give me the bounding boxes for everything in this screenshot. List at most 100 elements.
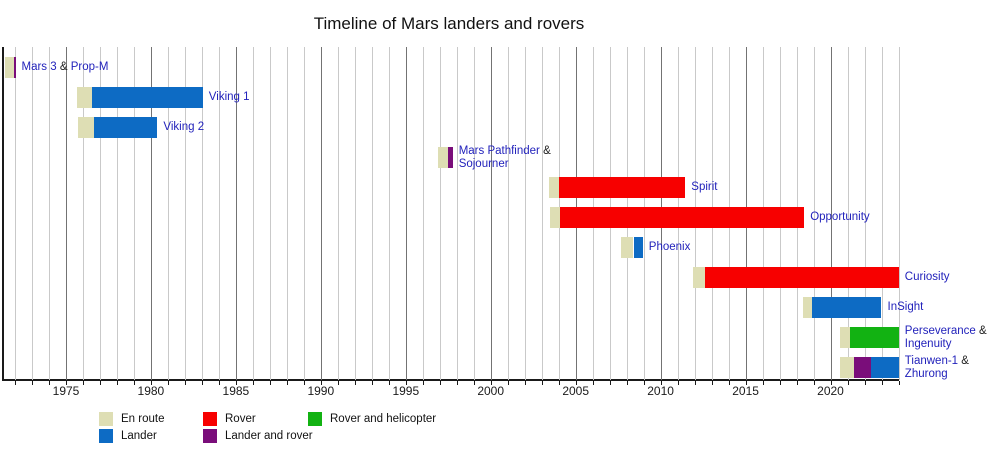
gridline-major [830,47,832,380]
legend-swatch-rover-and-helicopter [308,412,322,426]
axis-tick [711,381,713,385]
gridline-minor [507,47,509,380]
gridline-minor [337,47,339,380]
axis-tick [354,381,356,385]
axis-year-label: 2020 [817,384,844,398]
mission-label[interactable]: Mars 3 & Prop-M [22,57,109,78]
axis-year-label: 1995 [392,384,420,398]
axis-tick [592,381,594,385]
axis-tick [847,381,849,385]
axis-tick [473,381,475,385]
axis-tick [609,381,611,385]
ampersand-text: & [543,145,551,157]
mission-label-line: Perseverance & [904,325,987,337]
axis-tick [286,381,288,385]
mission-label[interactable]: Viking 2 [163,117,204,138]
axis-tick [524,381,526,385]
legend-label-rover-and-helicopter: Rover and helicopter [330,413,437,425]
bar-segment-en-route [693,267,706,288]
bar-segment-en-route [76,87,93,108]
axis-tick [796,381,798,385]
axis-tick [167,381,169,385]
mission-label[interactable]: Spirit [691,177,717,198]
legend-swatch-lander-and-rover [203,429,217,443]
gridline-minor [49,47,50,380]
axis-tick [66,381,67,385]
gridline-major [150,47,152,380]
gridline-minor [388,47,390,380]
axis-tick [218,381,220,385]
mission-label-line: Mars 3 & Prop-M [21,61,109,74]
gridline-minor [847,47,849,380]
bar-segment-en-route [438,147,449,168]
gridline-major [490,47,492,380]
mission-label[interactable]: Mars Pathfinder & Sojourner [459,145,551,170]
legend-label-en-route: En route [121,413,165,425]
mission-label[interactable]: Curiosity [905,267,950,288]
mission-label[interactable]: Tianwen-1 & Zhurong [904,355,969,380]
ampersand-text: & [978,325,987,337]
bar-segment-lander-and-rover [853,357,871,378]
gridline-minor [541,47,543,380]
axis-tick [117,381,118,385]
axis-tick [388,381,390,385]
axis-tick [83,381,84,385]
mission-label[interactable]: Opportunity [810,207,869,228]
axis-tick [269,381,271,385]
legend-swatch-en-route [99,412,113,426]
axis-tick [405,381,407,385]
bar-segment-lander-and-rover [13,57,16,78]
axis-tick [150,381,152,385]
axis-tick [813,381,815,385]
axis-tick [100,381,101,385]
bar-segment-lander [92,87,203,108]
gridline-minor [269,47,271,380]
axis-tick [32,381,33,385]
mission-label[interactable]: Viking 1 [209,87,250,108]
gridline-minor [184,47,186,380]
mission-label-line: Opportunity [810,211,870,224]
axis-year-label: 2010 [647,384,674,398]
bar-segment-rover [558,177,686,198]
axis-tick [745,381,747,385]
bar-segment-en-route [840,357,854,378]
axis-tick [864,381,866,385]
gridline-minor [134,47,135,380]
legend-swatch-rover [203,412,217,426]
gridline-minor [252,47,254,380]
axis-tick [507,381,509,385]
axis-tick [49,381,50,385]
axis-tick [830,381,832,385]
axis-tick [320,381,322,385]
bar-segment-en-route [550,207,560,228]
mission-label-line: InSight [887,301,924,314]
mission-label[interactable]: Phoenix [649,237,691,258]
axis-tick [881,381,883,385]
axis-tick [779,381,781,385]
axis-tick [422,381,424,385]
axis-year-label: 2015 [732,384,759,398]
gridline-major [66,47,67,380]
axis-tick [303,381,305,385]
legend-label-lander: Lander [121,430,157,442]
axis-tick [235,381,237,385]
mission-label-line: Tianwen-1 & [904,355,969,367]
gridline-minor [15,47,16,380]
gridline-minor [201,47,203,380]
mission-label[interactable]: Perseverance & Ingenuity [904,325,987,350]
gridline-minor [881,47,883,380]
ampersand-text: & [59,61,68,74]
axis-tick [898,381,900,385]
bar-segment-en-route [549,177,559,198]
mission-label-line: Viking 2 [163,121,205,134]
axis-tick [15,381,16,385]
gridline-minor [864,47,866,380]
bar-segment-en-route [620,237,634,258]
gridline-minor [473,47,475,380]
mission-label[interactable]: InSight [888,297,924,318]
axis-tick [371,381,373,385]
mission-label-line: Phoenix [648,241,691,254]
axis-year-label: 2005 [562,384,590,398]
